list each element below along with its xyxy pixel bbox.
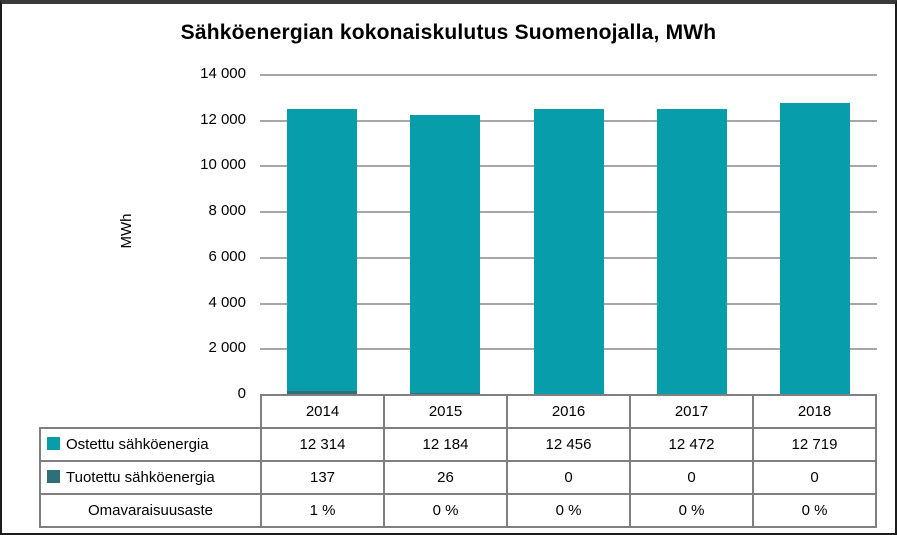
row-label-cell: Omavaraisuusaste: [39, 493, 262, 528]
data-table: 2014 2015 2016 2017 2018 Ostettu sähköenergia…: [39, 394, 877, 528]
value-cell: 12 184: [383, 427, 508, 462]
value-cell: 0 %: [752, 493, 877, 528]
year-header-cell: 2014: [260, 394, 385, 429]
bar-segment-2017: [656, 108, 727, 394]
value-cell: 0: [506, 460, 631, 495]
chart-title: Sähköenergian kokonaiskulutus Suomenojal…: [180, 21, 717, 44]
y-tick-label: 14 000: [200, 65, 246, 82]
value-cell: 12 719: [752, 427, 877, 462]
table-corner-cell: [40, 395, 261, 428]
bar-segment-2016: [533, 109, 604, 394]
value-cell: 0: [752, 460, 877, 495]
row-label-cell: Ostettu sähköenergia: [39, 427, 262, 462]
bar-segment-2015: [410, 393, 481, 394]
table-row: Ostettu sähköenergia 12 314 12 184 12 456 12…: [39, 427, 877, 462]
y-tick-label: 2 000: [208, 339, 246, 357]
value-cell: 12 456: [506, 427, 631, 462]
y-tick-label: 0: [237, 385, 246, 402]
row-label-cell: Tuotettu sähköenergia: [39, 460, 262, 495]
row-label: Tuotettu sähköenergia: [66, 469, 215, 486]
bar-segment-2018: [780, 103, 851, 394]
bar-segment-2014: [286, 390, 357, 394]
legend-swatch-icon: [47, 470, 60, 483]
year-header-cell: 2015: [383, 394, 508, 429]
value-cell: 0 %: [629, 493, 754, 528]
legend-swatch-icon: [47, 437, 60, 450]
value-cell: 12 314: [260, 427, 385, 462]
y-tick-label: 12 000: [200, 110, 246, 128]
bar-segment-2015: [410, 114, 481, 394]
y-tick-label: 10 000: [200, 156, 246, 174]
value-cell: 0 %: [383, 493, 508, 528]
row-label: Ostettu sähköenergia: [66, 436, 209, 453]
gridline: [260, 74, 877, 76]
y-tick-label: 8 000: [208, 202, 246, 220]
table-header-row: 2014 2015 2016 2017 2018: [40, 394, 877, 429]
value-cell: 26: [383, 460, 508, 495]
table-row: Omavaraisuusaste 1 % 0 % 0 % 0 % 0 %: [39, 493, 877, 528]
year-header-cell: 2016: [506, 394, 631, 429]
y-tick-label: 6 000: [208, 247, 246, 265]
plot-area: [260, 74, 877, 394]
value-cell: 0 %: [506, 493, 631, 528]
row-label: Omavaraisuusaste: [87, 502, 214, 519]
year-header-cell: 2017: [629, 394, 754, 429]
value-cell: 137: [260, 460, 385, 495]
value-cell: 12 472: [629, 427, 754, 462]
y-tick-label: 4 000: [208, 293, 246, 311]
year-header-cell: 2018: [752, 394, 877, 429]
y-axis-title: MWh: [118, 213, 135, 249]
table-row: Tuotettu sähköenergia 137 26 0 0 0: [39, 460, 877, 495]
value-cell: 1 %: [260, 493, 385, 528]
bar-segment-2014: [286, 109, 357, 391]
value-cell: 0: [629, 460, 754, 495]
